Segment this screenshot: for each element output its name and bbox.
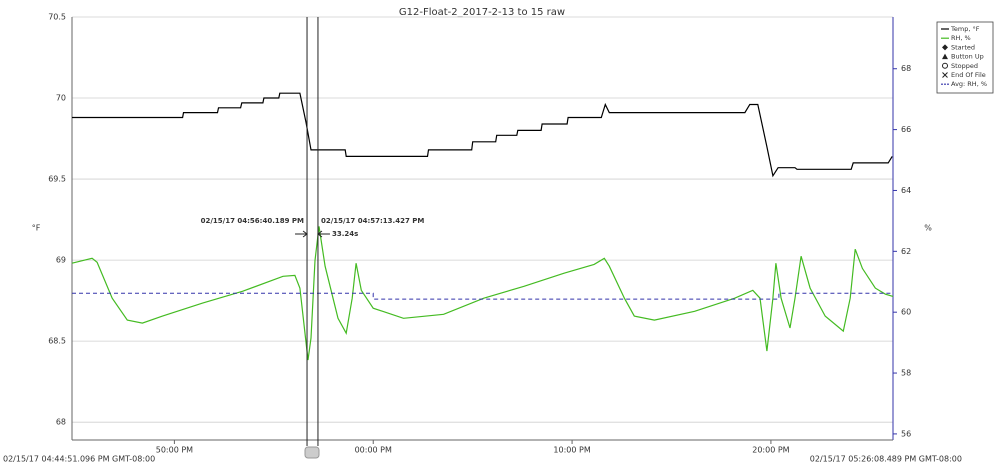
legend-label: RH, % (951, 34, 971, 42)
cursor-label: 02/15/17 04:56:40.189 PM (201, 217, 304, 225)
y-tick-label: 68.5 (48, 337, 66, 346)
y-tick-label: 70 (56, 94, 66, 103)
y2-axis-label: % (924, 224, 932, 233)
legend-symbol (942, 62, 948, 69)
legend-symbol (942, 72, 948, 78)
series-line (72, 292, 893, 300)
y-tick-label: 70.5 (48, 13, 66, 22)
x-tick-label: 00:00 PM (355, 446, 392, 455)
y-tick-label: 69.5 (48, 175, 66, 184)
cursor-label: 02/15/17 04:57:13.427 PM (321, 217, 424, 225)
series-line (71, 226, 894, 361)
chart-title: G12-Float-2_2017-2-13 to 15 raw (399, 7, 565, 18)
legend-label: End Of File (951, 71, 986, 79)
x-tick-label: 10:00 PM (553, 446, 590, 455)
legend-symbol (942, 53, 948, 60)
legend-label: Started (951, 43, 975, 51)
scroll-handle[interactable] (304, 446, 320, 459)
y-axis-label: °F (32, 224, 41, 233)
y-tick-label: 69 (56, 256, 66, 265)
y2-tick-label: 60 (901, 308, 911, 317)
legend-label: Temp, °F (950, 25, 980, 33)
legend-label: Button Up (951, 53, 984, 61)
cursor-arrow (295, 230, 308, 238)
x-start-label: 02/15/17 04:44:51.096 PM GMT-08:00 (3, 455, 155, 464)
y2-tick-label: 68 (901, 64, 911, 73)
legend-symbol (942, 44, 948, 51)
cursor-delta: 33.24s (332, 230, 358, 238)
legend-label: Stopped (951, 62, 978, 70)
y2-tick-label: 64 (901, 186, 911, 195)
x-end-label: 02/15/17 05:26:08.489 PM GMT-08:00 (810, 455, 962, 464)
y2-tick-label: 62 (901, 247, 911, 256)
y2-tick-label: 66 (901, 125, 911, 134)
x-tick-label: 50:00 PM (156, 446, 193, 455)
cursor-arrow (317, 230, 330, 238)
legend-label: Avg: RH, % (951, 80, 987, 88)
y-tick-label: 68 (56, 418, 66, 427)
y2-tick-label: 56 (901, 429, 911, 438)
series-line (72, 92, 893, 178)
x-tick-label: 20:00 PM (752, 446, 789, 455)
y2-tick-label: 58 (901, 369, 911, 378)
